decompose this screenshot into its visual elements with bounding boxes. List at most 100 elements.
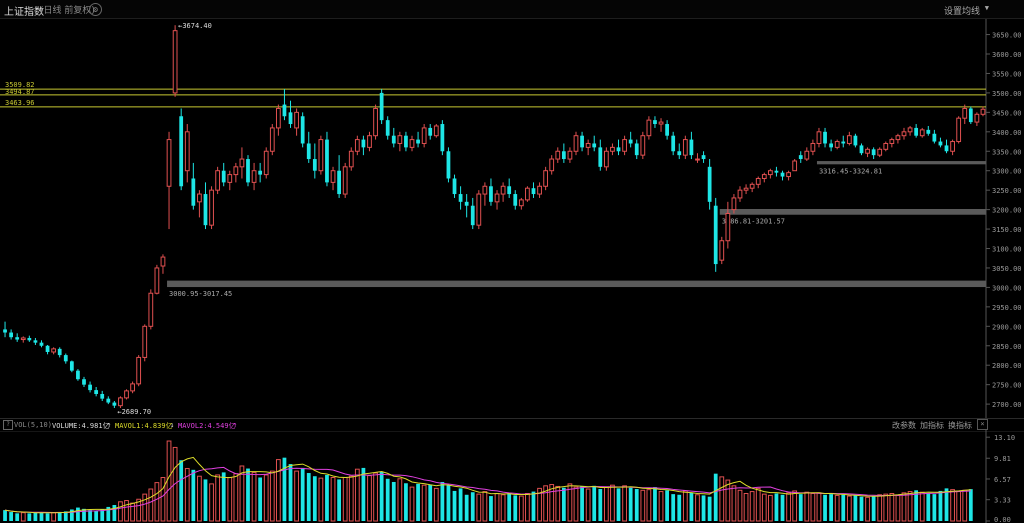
candle [342, 162, 348, 198]
candle-body [628, 139, 633, 144]
volume-bar [404, 483, 408, 521]
candle [489, 178, 493, 206]
chart-period-label[interactable]: (日线 前复权) [40, 6, 95, 16]
candle [500, 182, 506, 202]
candle [112, 400, 117, 408]
candlestick-chart[interactable]: 2700.00 2750.00 2800.00 2850.00 2900.00 2950.… [0, 19, 1024, 418]
candle [227, 170, 233, 191]
volume-bar [227, 477, 233, 522]
candle-body [603, 150, 609, 168]
volume-bar [215, 474, 221, 522]
candle-body [367, 135, 372, 148]
volume-bar [239, 465, 245, 522]
switch-indicator-button[interactable]: 换指标 [948, 421, 972, 430]
candle-body [306, 143, 311, 160]
candle-body [100, 393, 105, 399]
volume-bar [148, 488, 154, 522]
volume-bar [94, 510, 99, 521]
candle-body [792, 160, 798, 172]
candle [901, 127, 907, 140]
candle [507, 178, 512, 198]
candle [865, 147, 870, 158]
volume-bar [9, 512, 13, 521]
volume-bar [956, 491, 962, 522]
volume-bar [543, 485, 549, 522]
candle-body [142, 325, 148, 358]
candle-body [518, 199, 524, 207]
volume-bar [330, 477, 336, 522]
volume-bar [603, 486, 609, 522]
volume-bar [294, 470, 299, 522]
volume-bar [124, 500, 129, 522]
candle [39, 340, 44, 348]
candle [166, 131, 172, 230]
candle-body [500, 185, 506, 195]
volume-bar [743, 492, 749, 522]
chevron-down-icon[interactable]: ▼ [984, 4, 989, 12]
candle [118, 396, 123, 408]
gap-label: 3000.95-3017.45 [169, 290, 232, 298]
volume-indicator-label[interactable]: VOL(5,10) [14, 421, 52, 429]
volume-bar [610, 484, 615, 522]
volume-bar [63, 511, 68, 521]
volume-bar [3, 510, 7, 521]
volume-bar [446, 485, 451, 521]
level-label: 3494.87 [5, 88, 35, 96]
candle [737, 186, 743, 202]
candle [33, 337, 38, 345]
close-icon[interactable]: × [977, 419, 988, 430]
volume-bar [82, 508, 86, 521]
volume-bar [51, 512, 57, 522]
help-icon[interactable]: ? [3, 420, 13, 430]
volume-chart[interactable]: 0.00 3.33 6.57 9.81 13.10 [0, 430, 1024, 523]
change-params-button[interactable]: 改参数 [892, 421, 916, 430]
add-indicator-button[interactable]: 加指标 [920, 421, 944, 430]
candle-body [470, 205, 475, 226]
gear-icon[interactable]: ⚙ [89, 3, 102, 16]
candle-body [883, 142, 889, 150]
candle [603, 147, 609, 171]
volume-bar [379, 471, 384, 521]
volume-bar [15, 513, 20, 521]
candle [191, 162, 196, 210]
volume-bar [209, 483, 214, 522]
candle-body [494, 193, 500, 203]
volume-bar [914, 490, 919, 521]
candle-body [525, 187, 530, 201]
candle [914, 124, 919, 138]
volume-bar [792, 490, 798, 522]
volume-bar [464, 494, 469, 521]
candle [834, 139, 840, 150]
candle [549, 155, 555, 175]
candle-body [476, 193, 482, 226]
volume-bar [300, 467, 305, 521]
candle-body [640, 135, 646, 156]
volume-bar [598, 489, 603, 521]
candle-body [203, 194, 208, 226]
mavol2-value: MAVOL2:4.549亿 [178, 422, 236, 430]
volume-bar [288, 464, 293, 521]
set-ma-button[interactable]: 设置均线 [943, 7, 980, 17]
candle [944, 139, 949, 154]
vol-y-tick-label: 9.81 [994, 455, 1011, 463]
candle-body [172, 30, 178, 94]
stock-title[interactable]: 上证指数 [4, 7, 44, 18]
candle-body [585, 142, 591, 148]
candle-body [834, 141, 840, 148]
volume-bar [901, 492, 907, 522]
candle [841, 135, 846, 148]
candle-body [919, 129, 925, 137]
candle-body [318, 139, 324, 172]
candle [494, 190, 500, 210]
volume-bar [755, 487, 761, 522]
candle-body [148, 292, 154, 327]
candle-body [938, 141, 943, 146]
candle [142, 324, 148, 362]
volume-bar [707, 496, 712, 521]
candle-body [452, 178, 457, 195]
candle [610, 143, 615, 156]
candle-body [932, 133, 937, 142]
volume-bar [798, 494, 803, 521]
candle [926, 125, 931, 136]
chart-header: 上证指数 (日线 前复权) ⚙ 设置均线 ▼ [0, 0, 1024, 19]
